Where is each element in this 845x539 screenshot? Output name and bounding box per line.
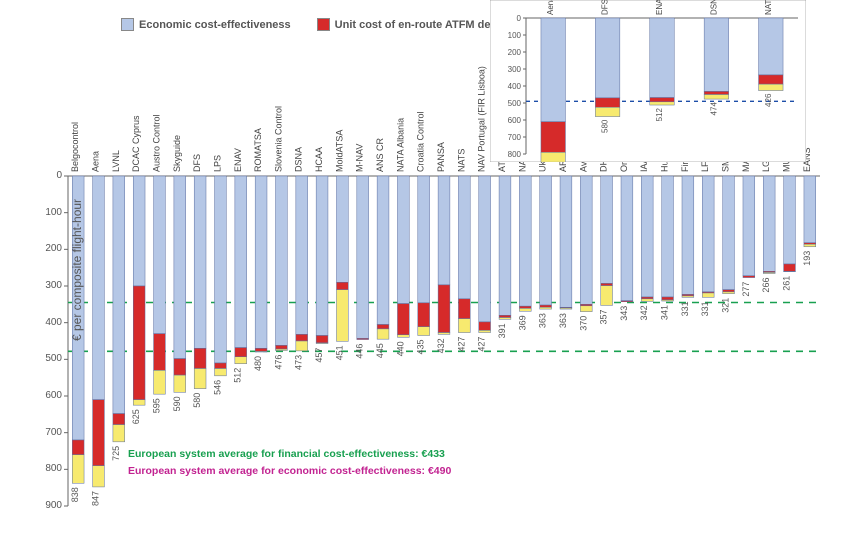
bar-category: NATS	[456, 149, 466, 172]
svg-text:NATS: NATS	[764, 0, 773, 15]
bar-category: Slovenia Control	[273, 106, 283, 172]
bar-category: NATA Albania	[395, 118, 405, 172]
bar-value: 838	[70, 487, 80, 502]
y-tick: 600	[32, 390, 62, 401]
y-tick: 400	[32, 317, 62, 328]
bar-value: 847	[90, 491, 100, 506]
bar-value: 512	[233, 368, 243, 383]
svg-text:0: 0	[517, 14, 522, 23]
y-tick: 100	[32, 207, 62, 218]
y-axis-label: € per composite flight-hour	[70, 198, 84, 340]
bar-value: 432	[436, 338, 446, 353]
y-tick: 300	[32, 280, 62, 291]
bar-value: 440	[395, 341, 405, 356]
svg-text:300: 300	[508, 65, 522, 74]
svg-text:512: 512	[655, 108, 664, 122]
bar-value: 331	[680, 301, 690, 316]
svg-text:DFS: DFS	[601, 0, 610, 15]
bar-value: 546	[212, 380, 222, 395]
svg-text:Aena: Aena	[546, 0, 555, 15]
bar-value: 342	[639, 305, 649, 320]
bar-value: 476	[273, 355, 283, 370]
avg-financial-label: European system average for financial co…	[128, 448, 445, 460]
bar-category: ANS CR	[375, 137, 385, 172]
bar-value: 391	[497, 323, 507, 338]
bar-category: Aena	[90, 151, 100, 172]
bar-value: 590	[172, 396, 182, 411]
svg-text:100: 100	[508, 31, 522, 40]
bar-category: ROMATSA	[253, 128, 263, 172]
avg-economic-label: European system average for economic cos…	[128, 465, 451, 477]
bar-value: 357	[599, 309, 609, 324]
svg-text:500: 500	[508, 99, 522, 108]
bar-value: 457	[314, 348, 324, 363]
bar-category: DFS	[192, 154, 202, 172]
svg-text:400: 400	[508, 82, 522, 91]
svg-text:200: 200	[508, 48, 522, 57]
bar-value: 331	[700, 301, 710, 316]
bar-category: Austro Control	[151, 114, 161, 172]
bar-category: Belgocontrol	[70, 122, 80, 172]
bar-category: Croatia Control	[416, 111, 426, 172]
bar-value: 625	[131, 409, 141, 424]
bar-value: 363	[538, 313, 548, 328]
bar-category: M-NAV	[355, 144, 365, 172]
bar-value: 480	[253, 356, 263, 371]
svg-text:700: 700	[508, 133, 522, 142]
bar-value: 445	[375, 343, 385, 358]
bar-category: LVNL	[111, 150, 121, 172]
svg-text:ENAV: ENAV	[655, 0, 664, 15]
inset-chart: 0100200300400500600700800748Aena580DFS51…	[490, 0, 806, 162]
bar-value: 266	[761, 278, 771, 293]
svg-text:580: 580	[601, 119, 610, 133]
bar-value: 427	[456, 337, 466, 352]
bar-category: HCAA	[314, 147, 324, 172]
svg-text:474: 474	[709, 102, 718, 116]
bar-value: 435	[416, 340, 426, 355]
y-tick: 800	[32, 463, 62, 474]
svg-text:426: 426	[764, 93, 773, 107]
bar-value: 595	[151, 398, 161, 413]
svg-text:600: 600	[508, 116, 522, 125]
bar-value: 341	[660, 305, 670, 320]
bar-category: DSNA	[294, 147, 304, 172]
bar-category: MoldATSA	[334, 130, 344, 172]
y-tick: 200	[32, 243, 62, 254]
bar-value: 343	[619, 306, 629, 321]
bar-value: 451	[334, 345, 344, 360]
bar-value: 193	[802, 251, 812, 266]
svg-text:DSNA: DSNA	[709, 0, 718, 15]
bar-value: 446	[355, 344, 365, 359]
bar-value: 580	[192, 393, 202, 408]
bar-value: 725	[111, 446, 121, 461]
y-tick: 500	[32, 353, 62, 364]
bar-value: 473	[294, 355, 304, 370]
bar-value: 321	[721, 298, 731, 313]
y-tick: 700	[32, 427, 62, 438]
bar-value: 427	[477, 337, 487, 352]
bar-value: 277	[741, 282, 751, 297]
bar-value: 261	[782, 276, 792, 291]
bar-category: NAV Portugal (FIR Lisboa)	[477, 66, 487, 172]
bar-category: Skyguide	[172, 135, 182, 172]
bar-value: 363	[558, 313, 568, 328]
bar-category: ENAV	[233, 148, 243, 172]
bar-value: 369	[517, 315, 527, 330]
y-tick: 0	[32, 170, 62, 181]
bar-category: LPS	[212, 155, 222, 172]
svg-text:800: 800	[508, 150, 522, 159]
bar-category: DCAC Cyprus	[131, 115, 141, 172]
y-tick: 900	[32, 500, 62, 511]
bar-category: PANSA	[436, 142, 446, 172]
bar-value: 370	[578, 316, 588, 331]
